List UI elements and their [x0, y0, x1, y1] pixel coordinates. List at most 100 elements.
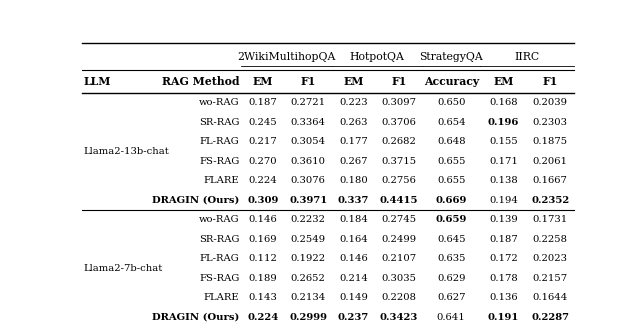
Text: 0.3364: 0.3364: [291, 118, 326, 126]
Text: 0.1731: 0.1731: [532, 215, 568, 224]
Text: 0.629: 0.629: [437, 274, 465, 283]
Text: 0.187: 0.187: [248, 98, 277, 107]
Text: 0.267: 0.267: [339, 157, 368, 166]
Text: 0.237: 0.237: [338, 313, 369, 322]
Text: HotpotQA: HotpotQA: [349, 52, 404, 61]
Text: 0.196: 0.196: [488, 118, 519, 126]
Text: 0.3097: 0.3097: [381, 98, 417, 107]
Text: 0.3610: 0.3610: [291, 157, 326, 166]
Text: wo-RAG: wo-RAG: [199, 98, 239, 107]
Text: 0.309: 0.309: [247, 196, 278, 205]
Text: 0.2208: 0.2208: [381, 293, 417, 302]
Text: FL-RAG: FL-RAG: [200, 137, 239, 146]
Text: 0.2107: 0.2107: [381, 254, 417, 263]
Text: wo-RAG: wo-RAG: [199, 215, 239, 224]
Text: F1: F1: [301, 76, 316, 87]
Text: 0.655: 0.655: [437, 157, 465, 166]
Text: 0.178: 0.178: [489, 274, 518, 283]
Text: 0.627: 0.627: [437, 293, 465, 302]
Text: 0.2721: 0.2721: [291, 98, 326, 107]
Text: 0.2303: 0.2303: [532, 118, 568, 126]
Text: 0.139: 0.139: [489, 215, 518, 224]
Text: FS-RAG: FS-RAG: [199, 157, 239, 166]
Text: 0.669: 0.669: [436, 196, 467, 205]
Text: 0.138: 0.138: [489, 176, 518, 185]
Text: 0.2157: 0.2157: [532, 274, 568, 283]
Text: 0.3054: 0.3054: [291, 137, 326, 146]
Text: F1: F1: [391, 76, 406, 87]
Text: 0.270: 0.270: [249, 157, 277, 166]
Text: 0.224: 0.224: [248, 176, 277, 185]
Text: 0.3706: 0.3706: [381, 118, 416, 126]
Text: 0.2756: 0.2756: [381, 176, 416, 185]
Text: 0.2352: 0.2352: [531, 196, 570, 205]
Text: 0.2682: 0.2682: [381, 137, 416, 146]
Text: 0.2134: 0.2134: [291, 293, 326, 302]
Text: 0.3971: 0.3971: [289, 196, 328, 205]
Text: 0.3423: 0.3423: [380, 313, 418, 322]
Text: 0.2287: 0.2287: [531, 313, 569, 322]
Text: 0.1875: 0.1875: [532, 137, 568, 146]
Text: 0.2039: 0.2039: [532, 98, 568, 107]
Text: 0.169: 0.169: [249, 235, 277, 244]
Text: Llama2-7b-chat: Llama2-7b-chat: [83, 264, 163, 273]
Text: 0.655: 0.655: [437, 176, 465, 185]
Text: 0.194: 0.194: [489, 196, 518, 205]
Text: 0.223: 0.223: [339, 98, 368, 107]
Text: StrategyQA: StrategyQA: [419, 52, 483, 61]
Text: 0.337: 0.337: [338, 196, 369, 205]
Text: 0.1667: 0.1667: [532, 176, 568, 185]
Text: 0.645: 0.645: [437, 235, 465, 244]
Text: 0.2232: 0.2232: [291, 215, 326, 224]
Text: DRAGIN (Ours): DRAGIN (Ours): [152, 313, 239, 322]
Text: 0.184: 0.184: [339, 215, 368, 224]
Text: 0.648: 0.648: [437, 137, 465, 146]
Text: FL-RAG: FL-RAG: [200, 254, 239, 263]
Text: 0.214: 0.214: [339, 274, 368, 283]
Text: Accuracy: Accuracy: [424, 76, 479, 87]
Text: SR-RAG: SR-RAG: [199, 118, 239, 126]
Text: 0.172: 0.172: [489, 254, 518, 263]
Text: F1: F1: [543, 76, 558, 87]
Text: 0.146: 0.146: [339, 254, 368, 263]
Text: SR-RAG: SR-RAG: [199, 235, 239, 244]
Text: 0.155: 0.155: [489, 137, 518, 146]
Text: 0.2549: 0.2549: [291, 235, 326, 244]
Text: 0.263: 0.263: [339, 118, 368, 126]
Text: 2WikiMultihopQA: 2WikiMultihopQA: [237, 52, 335, 61]
Text: 0.4415: 0.4415: [380, 196, 418, 205]
Text: 0.635: 0.635: [437, 254, 465, 263]
Text: 0.2745: 0.2745: [381, 215, 417, 224]
Text: 0.136: 0.136: [490, 293, 518, 302]
Text: 0.3076: 0.3076: [291, 176, 326, 185]
Text: FS-RAG: FS-RAG: [199, 274, 239, 283]
Text: 0.171: 0.171: [489, 157, 518, 166]
Text: 0.1644: 0.1644: [532, 293, 568, 302]
Text: EM: EM: [344, 76, 364, 87]
Text: 0.146: 0.146: [248, 215, 277, 224]
Text: 0.2499: 0.2499: [381, 235, 417, 244]
Text: 0.143: 0.143: [248, 293, 277, 302]
Text: 0.187: 0.187: [489, 235, 518, 244]
Text: EM: EM: [493, 76, 514, 87]
Text: FLARE: FLARE: [204, 176, 239, 185]
Text: 0.2999: 0.2999: [289, 313, 327, 322]
Text: 0.180: 0.180: [339, 176, 368, 185]
Text: 0.659: 0.659: [436, 215, 467, 224]
Text: FLARE: FLARE: [204, 293, 239, 302]
Text: 0.3715: 0.3715: [381, 157, 417, 166]
Text: 0.2652: 0.2652: [291, 274, 326, 283]
Text: 0.189: 0.189: [248, 274, 277, 283]
Text: 0.191: 0.191: [488, 313, 519, 322]
Text: 0.112: 0.112: [248, 254, 277, 263]
Text: 0.177: 0.177: [339, 137, 368, 146]
Text: 0.224: 0.224: [247, 313, 278, 322]
Text: LLM: LLM: [83, 76, 111, 87]
Text: 0.2061: 0.2061: [532, 157, 568, 166]
Text: 0.1922: 0.1922: [291, 254, 326, 263]
Text: 0.3035: 0.3035: [381, 274, 417, 283]
Text: RAG Method: RAG Method: [163, 76, 240, 87]
Text: Llama2-13b-chat: Llama2-13b-chat: [83, 147, 169, 156]
Text: DRAGIN (Ours): DRAGIN (Ours): [152, 196, 239, 205]
Text: 0.149: 0.149: [339, 293, 368, 302]
